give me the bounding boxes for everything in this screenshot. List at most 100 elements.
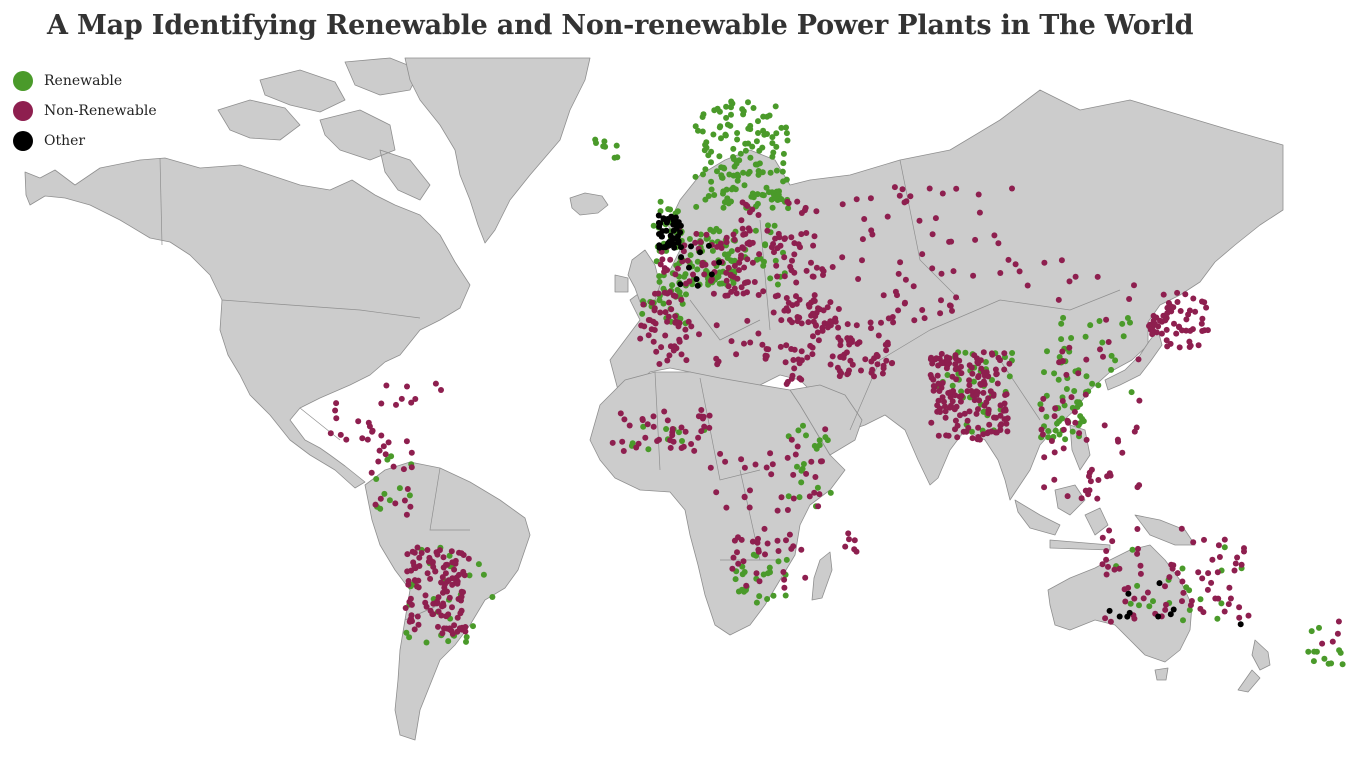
power-plant-non-renewable (995, 240, 1002, 247)
power-plant-non-renewable (1103, 556, 1110, 563)
power-plant-non-renewable (785, 200, 792, 207)
power-plant-renewable (778, 124, 785, 131)
power-plant-renewable (761, 131, 768, 138)
power-plant-non-renewable (843, 349, 850, 356)
power-plant-non-renewable (1058, 257, 1065, 264)
power-plant-non-renewable (795, 241, 802, 248)
power-plant-non-renewable (934, 402, 941, 409)
power-plant-non-renewable (986, 421, 993, 428)
power-plant-non-renewable (376, 447, 383, 454)
power-plant-non-renewable (375, 458, 382, 465)
power-plant-non-renewable (637, 335, 644, 342)
power-plant-non-renewable (966, 377, 973, 384)
power-plant-non-renewable (678, 424, 685, 431)
power-plant-non-renewable (650, 413, 657, 420)
power-plant-renewable (958, 388, 965, 395)
power-plant-non-renewable (775, 548, 782, 554)
power-plant-non-renewable (414, 613, 421, 620)
power-plant-non-renewable (935, 397, 942, 404)
power-plant-other (693, 276, 700, 283)
power-plant-non-renewable (995, 354, 1002, 361)
power-plant-non-renewable (714, 243, 721, 250)
power-plant-renewable (775, 558, 782, 565)
land-greenland (404, 57, 591, 244)
power-plant-non-renewable (1164, 310, 1171, 317)
power-plant-non-renewable (641, 323, 648, 330)
power-plant-non-renewable (790, 471, 797, 478)
power-plant-non-renewable (664, 357, 671, 364)
power-plant-non-renewable (1107, 618, 1114, 625)
power-plant-non-renewable (768, 471, 775, 478)
power-plant-non-renewable (803, 230, 810, 236)
power-plant-non-renewable (835, 306, 842, 312)
power-plant-non-renewable (355, 418, 362, 425)
power-plant-renewable (613, 142, 620, 149)
power-plant-non-renewable (659, 256, 666, 263)
power-plant-renewable (734, 177, 741, 184)
power-plant-non-renewable (1002, 407, 1009, 414)
power-plant-non-renewable (411, 562, 418, 569)
power-plant-non-renewable (957, 412, 963, 419)
power-plant-other (662, 244, 669, 251)
power-plant-other (666, 238, 673, 245)
power-plant-non-renewable (1001, 366, 1008, 373)
power-plant-renewable (1221, 544, 1228, 551)
power-plant-renewable (1087, 322, 1094, 329)
power-plant-non-renewable (934, 372, 941, 379)
power-plant-non-renewable (868, 358, 875, 365)
power-plant-non-renewable (1016, 268, 1023, 275)
power-plant-non-renewable (445, 611, 452, 618)
power-plant-renewable (1124, 315, 1131, 321)
power-plant-non-renewable (788, 375, 795, 382)
power-plant-non-renewable (1103, 316, 1110, 323)
power-plant-non-renewable (1066, 344, 1073, 351)
legend-swatch-renewable (13, 71, 33, 91)
land-japan (1104, 329, 1163, 391)
power-plant-non-renewable (415, 621, 422, 628)
power-plant-renewable (727, 122, 734, 129)
legend-swatch-other (13, 131, 33, 151)
power-plant-renewable (475, 561, 482, 568)
power-plant-renewable (1060, 314, 1067, 321)
power-plant-non-renewable (867, 195, 874, 202)
power-plant-renewable (377, 505, 384, 512)
land-southeast-asia-islands (1014, 424, 1196, 551)
power-plant-non-renewable (1009, 185, 1015, 192)
power-plant-renewable (1037, 401, 1044, 408)
power-plant-non-renewable (952, 417, 959, 424)
power-plant-non-renewable (945, 432, 952, 439)
power-plant-non-renewable (741, 464, 748, 471)
power-plant-non-renewable (440, 554, 447, 561)
power-plant-renewable (780, 178, 787, 185)
power-plant-renewable (1186, 607, 1193, 613)
power-plant-non-renewable (1095, 477, 1102, 483)
power-plant-non-renewable (1179, 578, 1186, 585)
power-plant-non-renewable (767, 450, 774, 457)
power-plant-non-renewable (791, 251, 798, 258)
power-plant-non-renewable (1122, 598, 1129, 605)
power-plant-renewable (723, 186, 730, 193)
power-plant-renewable (773, 167, 780, 174)
power-plant-renewable (716, 124, 723, 131)
power-plant-other (670, 221, 677, 228)
power-plant-non-renewable (1038, 406, 1045, 413)
power-plant-non-renewable (1335, 618, 1342, 625)
power-plant-renewable (713, 225, 720, 232)
power-plant-non-renewable (902, 299, 908, 306)
power-plant-renewable (728, 104, 734, 111)
power-plant-non-renewable (744, 240, 751, 247)
legend-item-non-renewable: Non-Renewable (13, 96, 157, 126)
power-plant-renewable (686, 236, 693, 242)
power-plant-non-renewable (926, 185, 933, 192)
power-plant-non-renewable (1024, 282, 1031, 289)
power-plant-renewable (783, 556, 790, 563)
power-plant-non-renewable (969, 370, 976, 377)
power-plant-non-renewable (928, 419, 935, 426)
power-plant-non-renewable (735, 534, 741, 541)
power-plant-non-renewable (873, 351, 880, 358)
power-plant-non-renewable (927, 372, 934, 378)
power-plant-non-renewable (1102, 615, 1109, 622)
power-plant-non-renewable (653, 348, 660, 355)
power-plant-non-renewable (1001, 350, 1008, 357)
power-plant-other (1124, 613, 1131, 620)
